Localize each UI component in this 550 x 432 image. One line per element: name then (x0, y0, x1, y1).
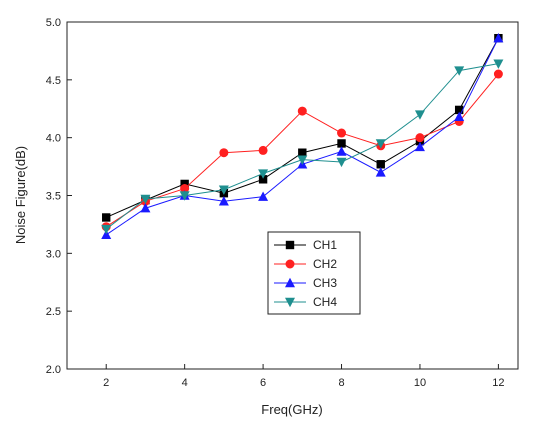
data-point-ch3 (414, 141, 425, 152)
series-layer (101, 32, 504, 240)
x-tick-label: 2 (103, 377, 109, 389)
legend-marker-ch4 (285, 297, 295, 308)
data-point-ch2 (415, 133, 425, 143)
data-point-ch3 (493, 32, 504, 43)
y-axis-ticks: 2.0 2.5 3.0 3.5 4.0 4.5 5.0 (46, 17, 72, 376)
data-point-ch3 (101, 229, 112, 240)
y-axis-label: Noise Figure(dB) (13, 146, 28, 244)
data-point-ch2 (258, 145, 268, 155)
y-tick-label: 3.0 (46, 248, 61, 260)
data-point-ch1 (298, 148, 307, 157)
x-tick-label: 6 (260, 377, 266, 389)
data-point-ch4 (179, 191, 190, 201)
data-point-ch3 (454, 111, 465, 122)
data-point-ch3 (336, 146, 347, 156)
data-point-ch4 (375, 139, 386, 149)
legend-marker-ch1 (285, 240, 295, 250)
legend-marker-ch3 (285, 277, 295, 288)
data-point-ch4 (493, 59, 504, 69)
plot-frame (66, 21, 519, 370)
data-point-ch3 (218, 196, 229, 206)
series-line-ch4 (105, 63, 499, 230)
series-line-ch3 (105, 37, 499, 236)
x-axis-ticks: 2 4 6 8 10 12 (103, 364, 505, 389)
data-point-ch2 (180, 184, 190, 194)
series-ch3 (101, 32, 504, 240)
y-tick-label: 2.0 (46, 364, 61, 376)
data-point-ch4 (297, 155, 308, 165)
legend-label-ch4: CH4 (313, 295, 337, 309)
data-point-ch3 (375, 167, 386, 177)
data-point-ch3 (140, 203, 151, 213)
legend-label-ch3: CH3 (313, 276, 337, 290)
legend-marker-ch2 (285, 259, 295, 269)
x-tick-label: 12 (492, 377, 504, 389)
data-point-ch1 (102, 213, 111, 222)
data-point-ch2 (493, 69, 503, 79)
data-point-ch1 (337, 139, 346, 148)
data-point-ch2 (297, 106, 307, 116)
y-tick-label: 4.0 (46, 133, 61, 145)
legend-label-ch2: CH2 (313, 257, 337, 271)
data-point-ch4 (101, 224, 112, 235)
series-ch4 (101, 59, 504, 235)
data-point-ch1 (376, 160, 385, 169)
data-point-ch4 (414, 110, 425, 120)
data-point-ch1 (180, 179, 189, 189)
data-point-ch3 (258, 191, 269, 201)
data-point-ch1 (258, 175, 268, 184)
data-point-ch2 (219, 148, 229, 158)
data-point-ch4 (454, 66, 465, 76)
legend-label-ch1: CH1 (313, 238, 337, 252)
data-point-ch2 (337, 128, 347, 138)
y-tick-label: 5.0 (46, 17, 61, 29)
data-point-ch4 (218, 185, 229, 195)
x-tick-label: 4 (182, 377, 188, 389)
y-tick-label: 2.5 (46, 306, 61, 318)
legend-box (267, 231, 361, 315)
y-tick-label: 4.5 (46, 75, 61, 87)
series-line-ch1 (106, 37, 499, 218)
data-point-ch4 (336, 157, 347, 168)
x-axis-label: Freq(GHz) (261, 402, 322, 417)
legend: CH1 CH2 CH3 CH4 (267, 231, 361, 315)
y-tick-label: 3.5 (46, 191, 61, 203)
x-tick-label: 8 (338, 377, 344, 389)
data-point-ch1 (454, 105, 464, 115)
data-point-ch4 (140, 194, 151, 205)
data-point-ch4 (258, 169, 269, 179)
x-tick-label: 10 (414, 377, 426, 389)
